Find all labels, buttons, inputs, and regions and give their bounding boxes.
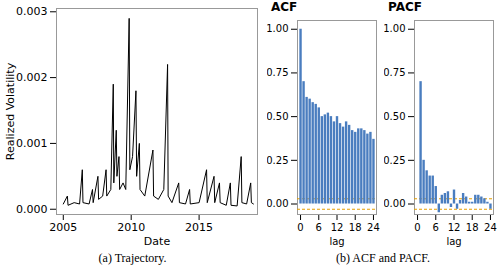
svg-text:18: 18 — [466, 222, 479, 233]
svg-text:6: 6 — [433, 222, 439, 233]
svg-text:0.25: 0.25 — [267, 155, 289, 166]
svg-text:0.000: 0.000 — [16, 203, 48, 216]
svg-text:2010: 2010 — [117, 221, 145, 234]
svg-text:1.00: 1.00 — [267, 23, 289, 34]
svg-text:2005: 2005 — [49, 221, 77, 234]
svg-text:12: 12 — [331, 222, 344, 233]
svg-text:2015: 2015 — [185, 221, 213, 234]
html-text:PACF: PACF — [388, 0, 422, 14]
svg-text:lag: lag — [329, 236, 344, 247]
svg-text:0.75: 0.75 — [267, 67, 289, 78]
svg-text:24: 24 — [367, 222, 380, 233]
svg-text:lag: lag — [446, 236, 461, 247]
svg-text:18: 18 — [349, 222, 362, 233]
html-text:ACF: ACF — [271, 0, 298, 14]
svg-text:12: 12 — [448, 222, 461, 233]
svg-text:0.75: 0.75 — [384, 67, 406, 78]
svg-text:6: 6 — [316, 222, 322, 233]
svg-text:0: 0 — [414, 222, 420, 233]
svg-text:0.003: 0.003 — [16, 5, 48, 18]
svg-text:0.00: 0.00 — [267, 198, 289, 209]
svg-text:1.00: 1.00 — [384, 23, 406, 34]
svg-text:24: 24 — [484, 222, 497, 233]
svg-text:0: 0 — [297, 222, 303, 233]
svg-text:0.002: 0.002 — [16, 71, 48, 84]
svg-text:0.00: 0.00 — [384, 198, 406, 209]
html-text:(b) ACF and PACF.: (b) ACF and PACF. — [336, 251, 430, 265]
svg-text:0.50: 0.50 — [267, 111, 289, 122]
svg-text:0.001: 0.001 — [16, 137, 48, 150]
svg-text:Realized Volatility: Realized Volatility — [4, 62, 17, 160]
svg-text:0.50: 0.50 — [384, 111, 406, 122]
svg-text:Date: Date — [144, 235, 171, 248]
svg-text:0.25: 0.25 — [384, 155, 406, 166]
html-text:(a) Trajectory.: (a) Trajectory. — [98, 251, 167, 265]
